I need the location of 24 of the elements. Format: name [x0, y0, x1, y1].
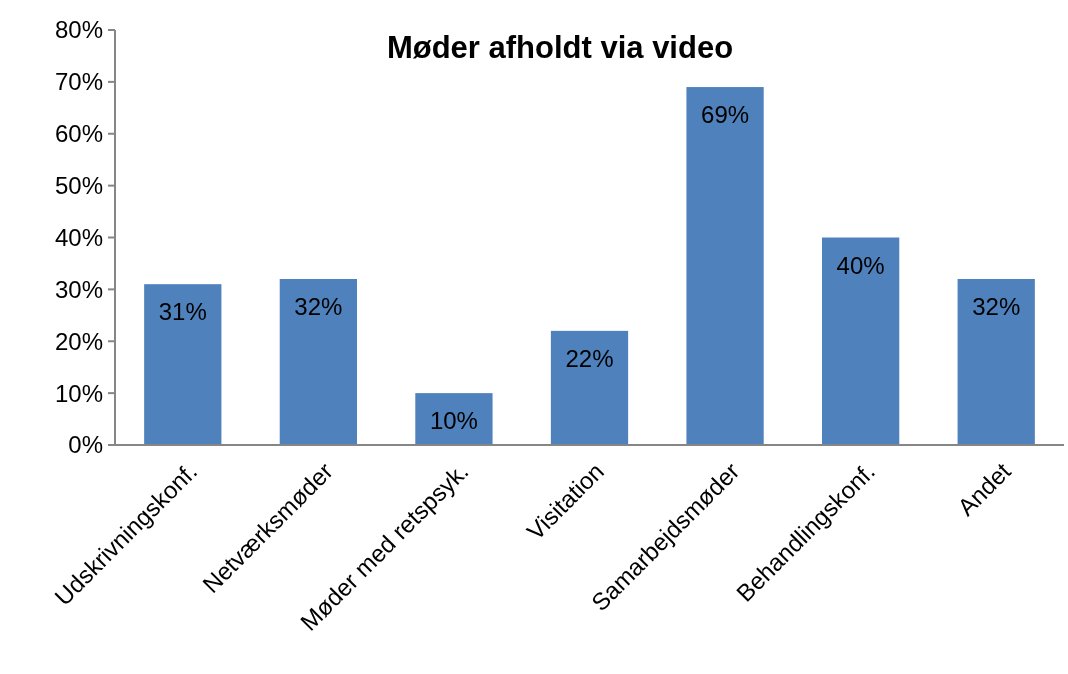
data-label: 69% — [701, 101, 750, 129]
bar — [822, 237, 900, 445]
bar — [144, 284, 222, 445]
data-label: 32% — [972, 293, 1021, 320]
data-label: 40% — [836, 251, 885, 279]
data-label: 10% — [429, 407, 478, 435]
bar — [415, 393, 493, 445]
bar — [957, 279, 1035, 445]
y-tick-label: 50% — [54, 172, 103, 200]
y-tick-label: 10% — [54, 379, 103, 407]
data-label: 22% — [565, 344, 614, 372]
bar — [550, 330, 629, 445]
y-tick-label: 60% — [54, 120, 103, 148]
data-label: 31% — [158, 298, 207, 326]
y-tick-label: 40% — [54, 223, 103, 251]
data-label: 32% — [294, 293, 343, 320]
y-tick-label: 0% — [68, 431, 103, 459]
y-tick-label: 20% — [54, 327, 103, 355]
y-tick-label: 30% — [54, 275, 103, 303]
chart-title: Møder afholdt via video — [386, 30, 734, 65]
bar — [279, 279, 357, 445]
y-tick-label: 70% — [54, 68, 103, 96]
bar — [686, 87, 764, 445]
y-tick-label: 80% — [54, 16, 103, 44]
